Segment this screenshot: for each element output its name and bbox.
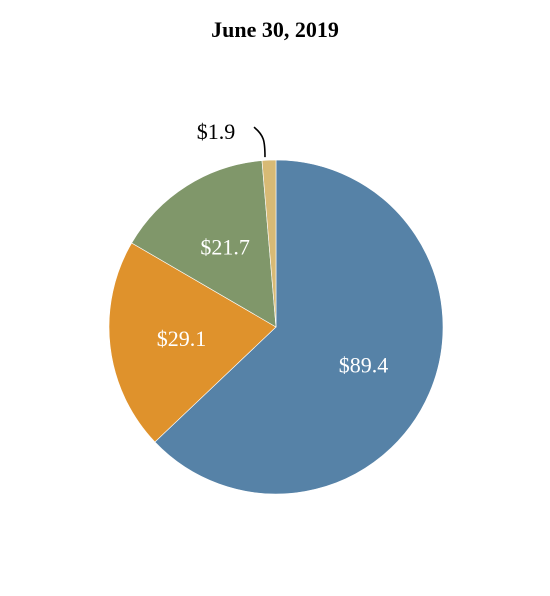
pie-slice-0 xyxy=(154,159,444,495)
pie-slice-1 xyxy=(108,242,277,443)
pie-slice-label-0: $89.4 xyxy=(339,353,389,378)
chart-title: June 30, 2019 xyxy=(211,17,339,42)
pie-slice-label-1: $29.1 xyxy=(157,326,207,351)
pie-slice-3 xyxy=(261,159,277,328)
pie-slice-label-3: $1.9 xyxy=(197,119,236,144)
pie-leader-line-3 xyxy=(253,126,266,158)
pie-slice-2 xyxy=(131,160,277,328)
pie-slice-label-2: $21.7 xyxy=(200,235,250,260)
